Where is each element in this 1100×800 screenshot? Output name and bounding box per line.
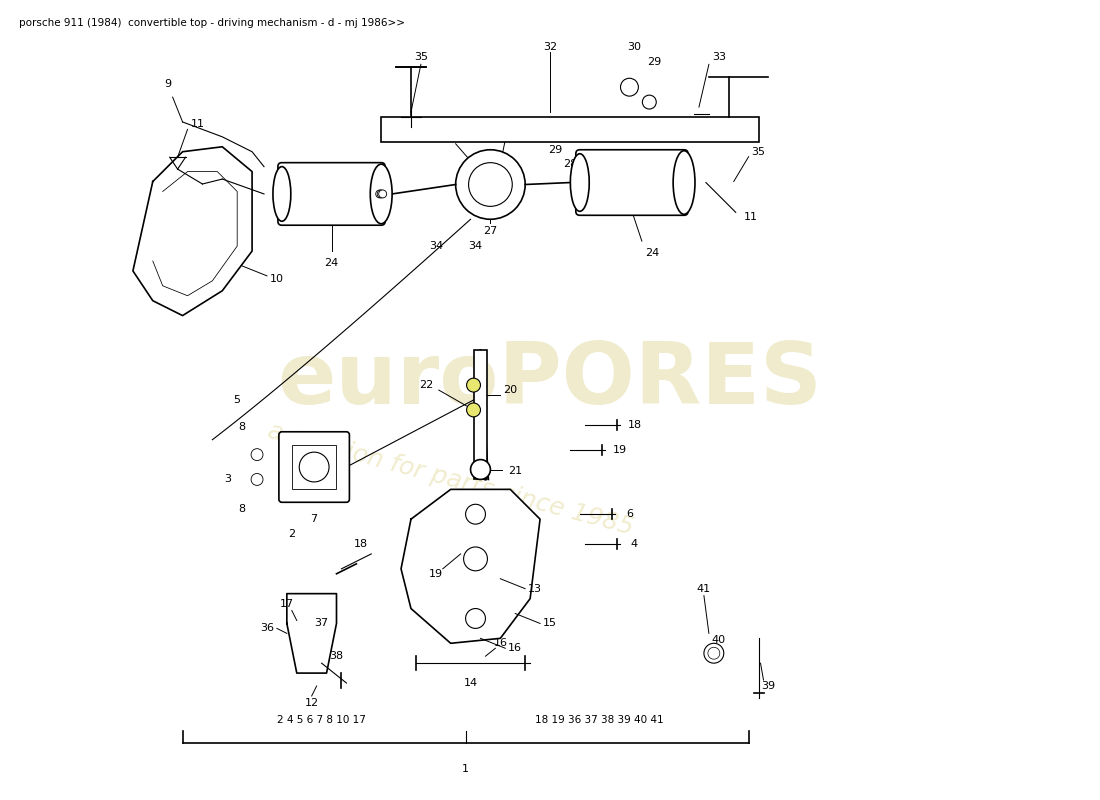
Text: 39: 39 [761,681,776,691]
Text: 34: 34 [469,241,483,251]
Text: 13: 13 [528,584,542,594]
Text: 16: 16 [493,638,507,648]
Ellipse shape [371,164,392,224]
Circle shape [466,378,481,392]
Text: 22: 22 [419,380,433,390]
Bar [292,445,337,490]
Text: 33: 33 [712,52,726,62]
Text: 5: 5 [233,395,241,405]
Text: 40: 40 [712,635,726,646]
Ellipse shape [673,150,695,214]
Text: 18: 18 [354,539,368,549]
Text: 21: 21 [508,466,522,477]
Text: 30: 30 [627,42,641,53]
Text: 8: 8 [239,504,245,514]
Circle shape [376,190,384,198]
Circle shape [299,452,329,482]
Text: 35: 35 [751,146,766,157]
Text: 38: 38 [329,651,343,662]
Text: 35: 35 [414,52,428,62]
Ellipse shape [571,154,590,211]
Text: 18 19 36 37 38 39 40 41: 18 19 36 37 38 39 40 41 [536,714,664,725]
Text: 26: 26 [449,132,463,142]
Circle shape [471,459,491,479]
Text: 6: 6 [626,510,632,519]
Ellipse shape [273,166,290,222]
Text: 24: 24 [324,258,339,268]
Text: 29: 29 [548,145,562,154]
Text: 11: 11 [190,119,205,130]
Circle shape [704,643,724,663]
Polygon shape [402,490,540,643]
Text: 41: 41 [697,584,711,594]
Text: 9: 9 [164,79,172,90]
Text: 2: 2 [288,529,296,539]
Text: 20: 20 [503,385,517,395]
Text: 16: 16 [508,643,522,654]
Circle shape [377,190,385,198]
Text: 11: 11 [744,212,758,222]
Text: 15: 15 [543,618,557,629]
Circle shape [463,547,487,571]
Circle shape [642,95,657,109]
Text: 10: 10 [270,274,284,284]
Text: 37: 37 [315,618,329,629]
Text: 29: 29 [647,58,661,67]
Text: 32: 32 [543,42,557,53]
Text: 34: 34 [429,241,443,251]
Polygon shape [287,594,337,673]
FancyBboxPatch shape [278,162,385,226]
Text: 8: 8 [239,422,245,432]
Circle shape [466,403,481,417]
Circle shape [469,162,513,206]
Circle shape [251,474,263,486]
Text: 18: 18 [627,420,641,430]
Text: 26A: 26A [494,127,516,137]
Text: a passion for parts since 1985: a passion for parts since 1985 [265,419,636,540]
Text: 2 4 5 6 7 8 10 17: 2 4 5 6 7 8 10 17 [277,714,366,725]
Circle shape [455,150,525,219]
Text: 17: 17 [279,598,294,609]
Circle shape [251,449,263,461]
Bar [473,350,487,479]
Text: 22: 22 [473,358,487,367]
Circle shape [465,609,485,629]
Text: 19: 19 [429,569,443,578]
Circle shape [620,78,638,96]
Text: 19: 19 [613,445,627,454]
Text: 7: 7 [310,514,318,524]
Text: 27: 27 [483,226,497,236]
Bar [382,117,759,142]
Text: porsche 911 (1984)  convertible top - driving mechanism - d - mj 1986>>: porsche 911 (1984) convertible top - dri… [19,18,405,28]
Text: 24: 24 [645,248,659,258]
Text: 3: 3 [223,474,231,485]
Text: 36: 36 [260,623,274,634]
Circle shape [465,504,485,524]
Text: euroPORES: euroPORES [277,338,823,422]
FancyBboxPatch shape [279,432,350,502]
Text: 14: 14 [463,678,477,688]
Text: 4: 4 [630,539,638,549]
Text: 28: 28 [563,158,578,169]
Text: 1: 1 [462,765,469,774]
Text: 12: 12 [305,698,319,708]
FancyBboxPatch shape [575,150,688,215]
Circle shape [378,190,386,198]
Circle shape [708,647,719,659]
